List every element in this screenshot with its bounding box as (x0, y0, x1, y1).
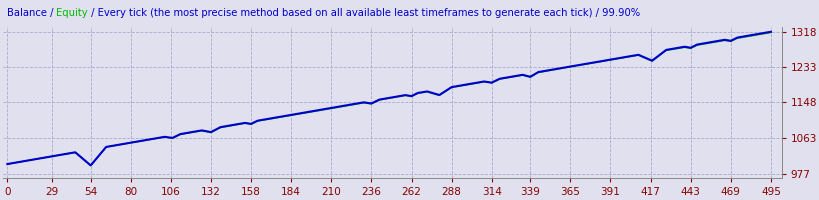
Text: /: / (47, 8, 57, 18)
Text: / Every tick (the most precise method based on all available least timeframes to: / Every tick (the most precise method ba… (88, 8, 639, 18)
Text: Equity: Equity (57, 8, 88, 18)
Text: Balance: Balance (7, 8, 47, 18)
